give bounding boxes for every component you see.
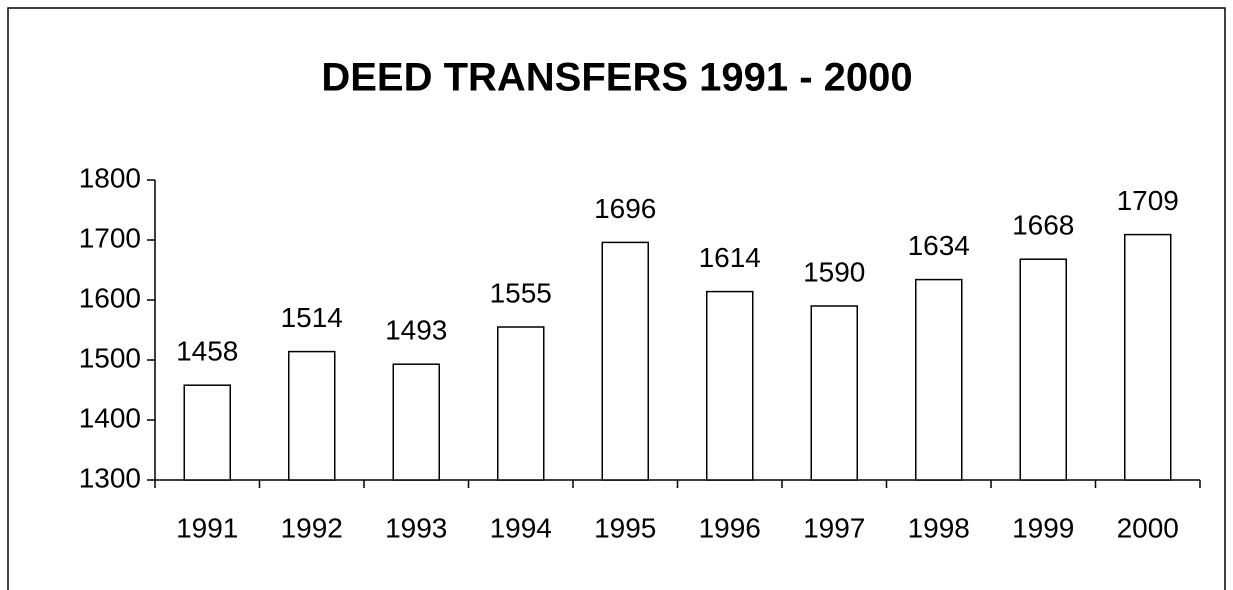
value-label: 1514 [281,302,343,333]
bar [706,290,754,481]
y-tick-label: 1600 [79,282,141,313]
x-tick-label: 1993 [385,512,447,543]
y-tick-label: 1300 [79,462,141,493]
value-label: 1458 [176,336,238,367]
y-tick-label: 1800 [79,162,141,193]
bar [1019,258,1067,481]
value-label: 1668 [1012,210,1074,241]
bar [497,326,545,481]
bar [601,241,649,481]
value-label: 1493 [385,315,447,346]
bar [810,305,858,481]
y-tick-label: 1700 [79,222,141,253]
bar [1124,233,1172,481]
value-label: 1696 [594,193,656,224]
chart-frame [7,7,1226,590]
value-label: 1634 [908,230,970,261]
value-label: 1709 [1117,185,1179,216]
bar [392,363,440,481]
bar [288,350,336,481]
value-label: 1590 [803,256,865,287]
x-tick-label: 1991 [176,512,238,543]
value-label: 1614 [699,242,761,273]
bar [183,384,231,481]
x-tick-label: 1994 [490,512,552,543]
x-tick-label: 1998 [908,512,970,543]
x-tick-label: 2000 [1117,512,1179,543]
x-tick-label: 1997 [803,512,865,543]
x-tick-label: 1992 [281,512,343,543]
x-tick-label: 1995 [594,512,656,543]
bar [915,278,963,481]
value-label: 1555 [490,277,552,308]
y-tick-label: 1500 [79,342,141,373]
chart-title: DEED TRANSFERS 1991 - 2000 [321,56,912,100]
x-tick-label: 1996 [699,512,761,543]
y-tick-label: 1400 [79,402,141,433]
x-tick-label: 1999 [1012,512,1074,543]
